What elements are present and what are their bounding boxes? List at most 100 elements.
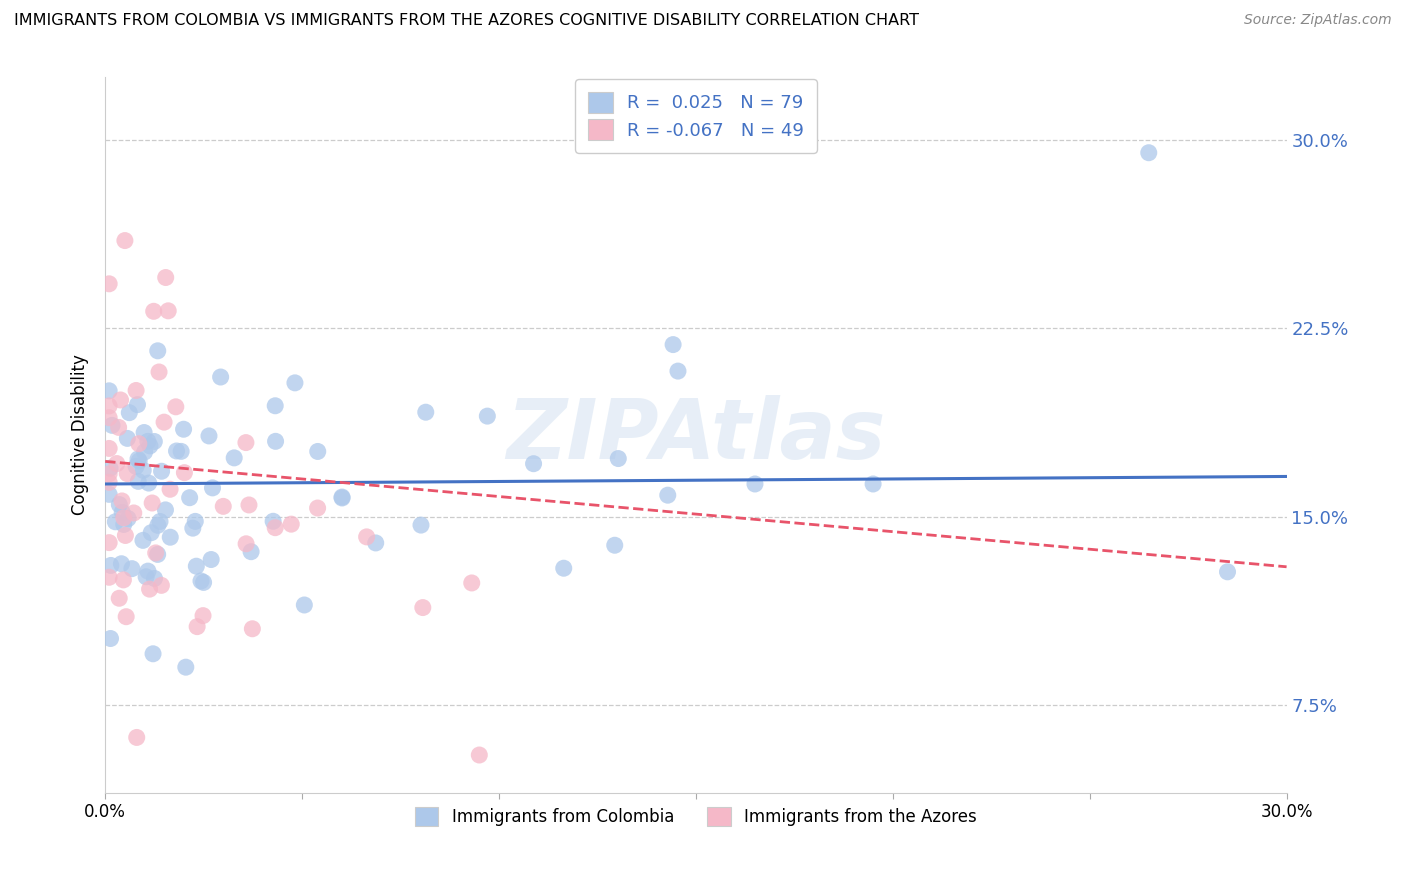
Point xyxy=(146,343,169,358)
Point xyxy=(128,454,150,468)
Point xyxy=(98,442,121,456)
Point xyxy=(143,434,166,449)
Point xyxy=(128,436,150,450)
Point xyxy=(98,570,121,584)
Point xyxy=(125,384,148,398)
Point xyxy=(127,398,149,412)
Point xyxy=(117,467,139,481)
Point xyxy=(107,420,129,434)
Point xyxy=(173,466,195,480)
Point xyxy=(468,747,491,762)
Point xyxy=(122,506,145,520)
Point xyxy=(115,609,138,624)
Point xyxy=(186,620,208,634)
Point xyxy=(136,564,159,578)
Point xyxy=(190,574,212,588)
Text: ZIPAtlas: ZIPAtlas xyxy=(506,394,886,475)
Point xyxy=(139,439,162,453)
Point xyxy=(330,491,353,505)
Point xyxy=(110,392,132,407)
Point xyxy=(127,452,149,467)
Point xyxy=(292,598,315,612)
Point xyxy=(98,535,121,549)
Point xyxy=(356,530,378,544)
Point xyxy=(98,467,121,481)
Point xyxy=(153,415,176,429)
Point xyxy=(166,444,188,458)
Point xyxy=(415,405,437,419)
Point xyxy=(1216,565,1239,579)
Point xyxy=(170,444,193,458)
Point xyxy=(98,410,121,425)
Point xyxy=(209,370,232,384)
Point xyxy=(193,575,215,590)
Point xyxy=(125,459,148,474)
Point xyxy=(110,557,132,571)
Point xyxy=(477,409,499,423)
Point xyxy=(307,444,329,458)
Point xyxy=(157,303,180,318)
Point xyxy=(98,277,121,291)
Point xyxy=(100,558,122,573)
Point xyxy=(146,548,169,562)
Point xyxy=(235,435,257,450)
Point xyxy=(184,514,207,528)
Point xyxy=(330,490,353,504)
Point xyxy=(159,483,181,497)
Point xyxy=(143,571,166,585)
Point xyxy=(98,475,121,490)
Point xyxy=(238,498,260,512)
Point xyxy=(155,270,177,285)
Point xyxy=(132,463,155,477)
Point xyxy=(112,573,135,587)
Point xyxy=(284,376,307,390)
Text: Source: ZipAtlas.com: Source: ZipAtlas.com xyxy=(1244,13,1392,28)
Point xyxy=(607,451,630,466)
Point xyxy=(174,660,197,674)
Point xyxy=(114,234,136,248)
Point xyxy=(264,434,287,449)
Point xyxy=(148,365,170,379)
Point xyxy=(191,608,214,623)
Point xyxy=(201,481,224,495)
Point xyxy=(159,530,181,544)
Point xyxy=(553,561,575,575)
Point xyxy=(125,731,148,745)
Point xyxy=(138,582,160,596)
Point xyxy=(224,450,246,465)
Point xyxy=(657,488,679,502)
Point xyxy=(145,546,167,560)
Point xyxy=(235,537,257,551)
Point xyxy=(138,476,160,491)
Point xyxy=(101,418,124,433)
Point xyxy=(132,533,155,548)
Point xyxy=(104,515,127,529)
Point xyxy=(98,487,121,501)
Point xyxy=(132,425,155,440)
Point xyxy=(262,514,284,528)
Point xyxy=(264,399,287,413)
Point xyxy=(111,494,134,508)
Point xyxy=(112,511,135,525)
Point xyxy=(112,517,135,532)
Point xyxy=(100,632,122,646)
Point xyxy=(744,477,766,491)
Point xyxy=(142,304,165,318)
Point xyxy=(150,578,173,592)
Point xyxy=(307,501,329,516)
Point xyxy=(108,498,131,512)
Point xyxy=(155,503,177,517)
Y-axis label: Cognitive Disability: Cognitive Disability xyxy=(72,355,89,516)
Point xyxy=(186,559,208,574)
Point xyxy=(134,445,156,459)
Point xyxy=(141,496,163,510)
Point xyxy=(135,570,157,584)
Legend: Immigrants from Colombia, Immigrants from the Azores: Immigrants from Colombia, Immigrants fro… xyxy=(406,798,986,834)
Point xyxy=(108,591,131,606)
Point xyxy=(165,400,187,414)
Point xyxy=(461,576,484,591)
Point xyxy=(603,538,626,552)
Point xyxy=(121,562,143,576)
Point xyxy=(264,521,287,535)
Point xyxy=(98,399,121,413)
